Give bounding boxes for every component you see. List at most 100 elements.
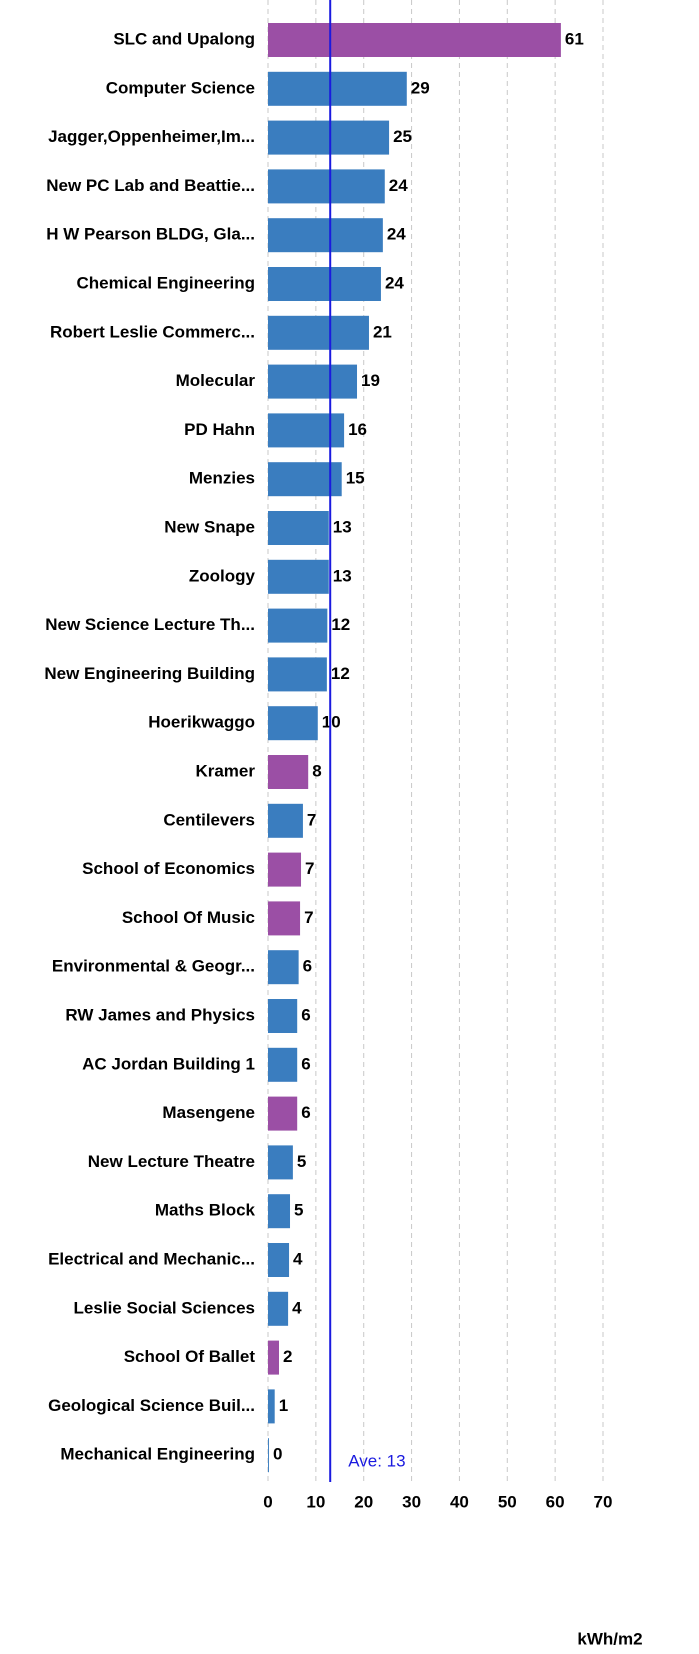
bar xyxy=(268,1096,298,1131)
x-tick-label: 60 xyxy=(546,1492,565,1511)
x-tick-label: 40 xyxy=(450,1492,469,1511)
category-label: Leslie Social Sciences xyxy=(74,1298,255,1317)
value-label: 16 xyxy=(348,420,367,439)
x-tick-label: 20 xyxy=(354,1492,373,1511)
value-label: 5 xyxy=(297,1152,306,1171)
bar xyxy=(268,120,390,155)
value-label: 7 xyxy=(307,810,316,829)
average-label: Ave: 13 xyxy=(348,1451,405,1470)
bar xyxy=(268,71,407,106)
x-tick-label: 70 xyxy=(594,1492,613,1511)
bar xyxy=(268,218,383,253)
value-label: 19 xyxy=(361,371,380,390)
value-label: 7 xyxy=(305,859,314,878)
category-label: New Science Lecture Th... xyxy=(45,615,255,634)
value-label: 15 xyxy=(346,469,365,488)
x-tick-label: 30 xyxy=(402,1492,421,1511)
value-label: 6 xyxy=(301,1054,310,1073)
bar xyxy=(268,706,318,741)
category-label: New PC Lab and Beattie... xyxy=(46,176,255,195)
bar xyxy=(268,559,329,594)
bar xyxy=(268,1389,275,1424)
category-label: Chemical Engineering xyxy=(76,273,255,292)
bar xyxy=(268,852,302,887)
bar xyxy=(268,1243,290,1277)
bar xyxy=(268,267,381,301)
value-label: 24 xyxy=(385,273,404,292)
category-label: Menzies xyxy=(189,469,255,488)
category-label: Maths Block xyxy=(155,1201,256,1220)
bar xyxy=(268,23,561,57)
x-tick-label: 0 xyxy=(263,1492,272,1511)
bar xyxy=(268,950,299,985)
bar xyxy=(268,169,385,204)
category-label: PD Hahn xyxy=(184,420,255,439)
category-label: School Of Music xyxy=(122,908,255,927)
category-label: New Lecture Theatre xyxy=(88,1152,255,1171)
value-label: 29 xyxy=(411,78,430,97)
category-label: Mechanical Engineering xyxy=(60,1445,255,1464)
x-tick-label: 50 xyxy=(498,1492,517,1511)
bar xyxy=(268,755,309,789)
category-label: New Engineering Building xyxy=(44,664,255,683)
category-label: Molecular xyxy=(176,371,256,390)
value-label: 4 xyxy=(293,1249,303,1268)
bar xyxy=(268,1291,289,1326)
value-label: 12 xyxy=(331,615,350,634)
x-tick-label: 10 xyxy=(306,1492,325,1511)
value-label: 25 xyxy=(393,127,412,146)
category-label: Computer Science xyxy=(106,78,255,97)
category-label: Geological Science Buil... xyxy=(48,1396,255,1415)
category-label: Zoology xyxy=(189,566,256,585)
category-label: Jagger,Oppenheimer,Im... xyxy=(48,127,255,146)
category-label: RW James and Physics xyxy=(65,1005,255,1024)
bar xyxy=(268,608,328,643)
value-label: 6 xyxy=(301,1103,310,1122)
bar xyxy=(268,1194,291,1229)
category-label: Masengene xyxy=(162,1103,255,1122)
category-label: Robert Leslie Commerc... xyxy=(50,322,255,341)
category-label: Electrical and Mechanic... xyxy=(48,1249,255,1268)
category-label: School Of Ballet xyxy=(124,1347,256,1366)
value-label: 21 xyxy=(373,322,392,341)
value-label: 10 xyxy=(322,713,341,732)
category-label: Environmental & Geogr... xyxy=(52,957,255,976)
category-label: Centilevers xyxy=(163,810,255,829)
value-label: 7 xyxy=(304,908,313,927)
value-label: 12 xyxy=(331,664,350,683)
bar xyxy=(268,1145,293,1180)
bar xyxy=(268,511,329,545)
bar xyxy=(268,657,327,692)
bar xyxy=(268,364,358,399)
x-axis-title: kWh/m2 xyxy=(577,1629,642,1648)
category-label: School of Economics xyxy=(82,859,255,878)
value-label: 1 xyxy=(279,1396,288,1415)
category-label: H W Pearson BLDG, Gla... xyxy=(46,225,255,244)
bar xyxy=(268,999,298,1033)
value-label: 4 xyxy=(292,1298,302,1317)
value-label: 0 xyxy=(273,1445,282,1464)
bar xyxy=(268,315,369,350)
value-label: 6 xyxy=(303,957,312,976)
category-label: New Snape xyxy=(164,517,255,536)
value-label: 6 xyxy=(301,1005,310,1024)
category-label: Hoerikwaggo xyxy=(148,713,255,732)
value-label: 13 xyxy=(333,566,352,585)
bar xyxy=(268,901,301,936)
value-label: 24 xyxy=(387,225,406,244)
value-label: 2 xyxy=(283,1347,292,1366)
value-label: 8 xyxy=(312,761,321,780)
value-label: 13 xyxy=(333,517,352,536)
value-label: 5 xyxy=(294,1201,303,1220)
bar xyxy=(268,1340,280,1375)
category-label: Kramer xyxy=(195,761,255,780)
bar xyxy=(268,1438,269,1473)
bar xyxy=(268,413,345,448)
value-label: 24 xyxy=(389,176,408,195)
value-label: 61 xyxy=(565,29,584,48)
category-label: SLC and Upalong xyxy=(113,29,255,48)
category-label: AC Jordan Building 1 xyxy=(82,1054,255,1073)
bar xyxy=(268,803,303,838)
bar xyxy=(268,1047,298,1082)
